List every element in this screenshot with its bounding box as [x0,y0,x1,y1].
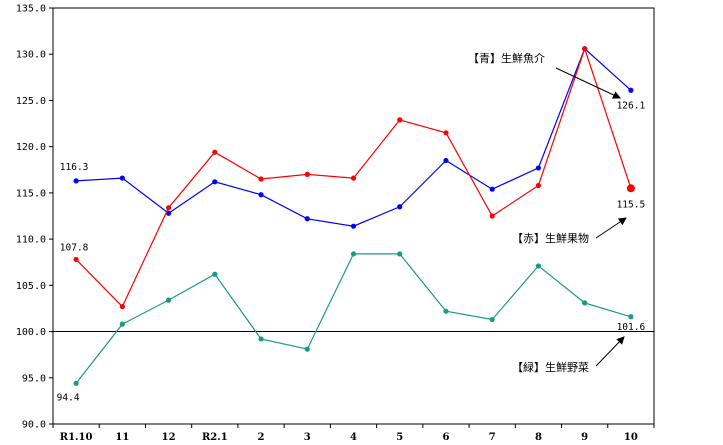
data-label: 94.4 [57,392,80,403]
y-tick-label: 95.0 [22,373,46,384]
data-point [73,256,79,263]
x-tick-label: 11 [115,432,129,443]
data-label: 101.6 [617,322,646,333]
data-point [258,192,264,198]
x-tick-label: 10 [624,432,638,443]
data-point [535,182,542,189]
data-point [119,303,125,310]
x-tick-label: 6 [442,432,449,443]
x-tick-label: R1.10 [60,432,93,443]
data-point [165,297,172,303]
data-point [443,157,449,164]
series-label-fish: 【青】生鮮魚介 [468,51,545,65]
data-point [397,117,403,123]
data-point [304,216,310,222]
series-layer: 116.3 126.1 107.8 115.5 94.4 101.6 [57,46,646,403]
data-label: 126.1 [617,100,646,111]
data-point [258,176,264,182]
y-tick-label: 100.0 [16,327,46,338]
y-axis-ticks: 90.0 95.0 100.0 105.0 110.0 115.0 120.0 125.0 13… [16,4,53,431]
data-point [73,380,79,386]
y-tick-label: 110.0 [16,235,46,246]
data-point [212,271,218,277]
data-point [489,316,495,323]
x-tick-label: 9 [581,432,588,443]
x-tick-label: R2.1 [202,432,228,443]
data-point [397,204,403,210]
arrow-fish [555,67,621,99]
data-point [73,178,79,184]
arrow-vegetable [595,336,625,367]
data-point [304,171,310,177]
data-point [626,184,635,193]
arrow-fruit [595,217,627,239]
data-point [212,149,218,155]
data-point [397,251,403,257]
data-point [489,213,495,219]
y-tick-label: 120.0 [16,142,46,153]
data-point [628,87,634,93]
data-point [535,165,542,171]
data-label: 116.3 [60,162,89,173]
data-point [258,336,264,342]
x-axis-ticks: R1.10 11 12 R2.1 2 3 4 5 6 7 8 9 10 [52,424,655,443]
y-tick-label: 130.0 [16,50,46,61]
data-point [304,346,310,352]
y-tick-label: 125.0 [16,96,46,107]
data-point [212,179,218,185]
data-label: 115.5 [617,199,646,210]
series-labels: 【青】生鮮魚介 【赤】生鮮果物 【緑】生鮮野菜 [468,51,627,374]
x-tick-label: 8 [535,432,542,443]
data-point [350,175,357,181]
data-point [119,175,125,181]
data-point [443,308,449,314]
series-label-fruit: 【赤】生鮮果物 [512,231,589,245]
x-tick-label: 7 [489,432,496,443]
y-tick-label: 90.0 [22,420,46,431]
data-point [582,46,588,52]
x-tick-label: 4 [350,432,357,443]
data-point [535,263,542,269]
data-point [582,300,588,306]
plot-frame [52,7,655,425]
y-tick-label: 135.0 [16,4,46,15]
data-point [443,130,449,136]
data-point [119,321,125,327]
data-point [350,251,357,257]
x-tick-label: 2 [258,432,265,443]
data-point [628,314,634,320]
y-tick-label: 115.0 [16,188,46,199]
data-point [165,205,172,211]
series-label-vegetable: 【緑】生鮮野菜 [512,360,589,374]
data-point [350,223,357,229]
series-line-0 [76,47,632,227]
x-tick-label: 12 [162,432,176,443]
x-tick-label: 5 [396,432,403,443]
data-label: 107.8 [60,242,89,253]
y-tick-label: 105.0 [16,281,46,292]
x-tick-label: 3 [304,432,311,443]
data-point [489,186,495,192]
